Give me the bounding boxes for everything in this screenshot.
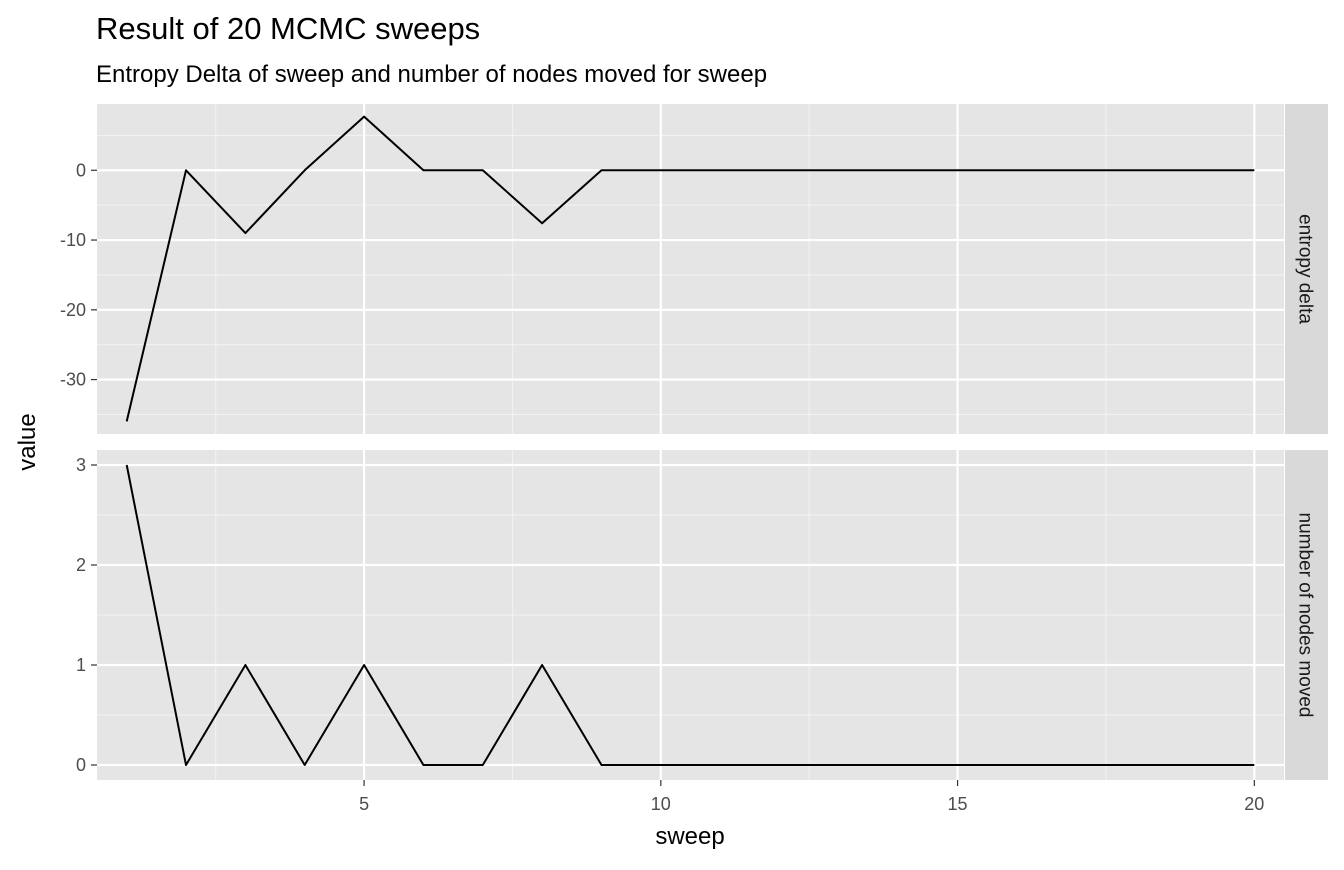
y-tick-label: -30 (60, 370, 86, 390)
facet-strip-label: number of nodes moved (1295, 513, 1316, 718)
x-tick-label: 20 (1244, 794, 1264, 814)
x-tick-label: 10 (651, 794, 671, 814)
y-tick-label: 0 (76, 755, 86, 775)
facet-panel: -30 -20 -10 0 entropy delta (60, 104, 1328, 434)
y-axis-title: value (14, 413, 41, 470)
y-tick-label: 2 (76, 555, 86, 575)
series-line (125, 464, 1255, 766)
facet-strip (1285, 104, 1328, 434)
facet-panel: 0 1 2 3 number of nodes moved (76, 450, 1328, 780)
x-tick-label: 5 (359, 794, 369, 814)
y-tick-label: -10 (60, 230, 86, 250)
y-tick-label: 1 (76, 655, 86, 675)
y-tick-label: 0 (76, 160, 86, 180)
facet-strip (1285, 450, 1328, 780)
y-tick-label: 3 (76, 455, 86, 475)
x-tick-label: 15 (948, 794, 968, 814)
series-line (125, 115, 1255, 422)
facet-strip-label: entropy delta (1295, 214, 1316, 324)
x-axis-title: sweep (655, 823, 724, 850)
chart-subtitle: Entropy Delta of sweep and number of nod… (96, 61, 767, 88)
y-tick-label: -20 (60, 300, 86, 320)
facets-layer: -30 -20 -10 0 entropy delta 0 1 2 3 number of nod… (60, 104, 1328, 814)
chart-title: Result of 20 MCMC sweeps (96, 11, 480, 46)
